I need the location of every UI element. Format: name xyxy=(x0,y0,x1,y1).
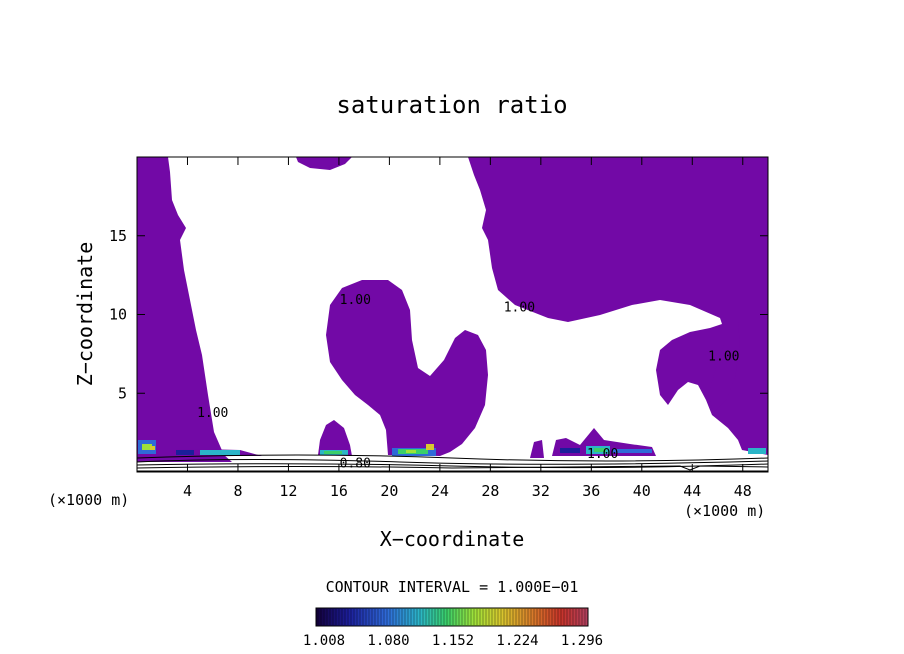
x-tick-label: 40 xyxy=(633,482,651,500)
x-tick-label: 12 xyxy=(279,482,297,500)
fill-region-bump-15km xyxy=(318,420,352,456)
colorbar-stripes xyxy=(317,609,586,625)
contour-label: 0.80 xyxy=(340,457,371,472)
speckle xyxy=(594,448,606,452)
contour-interval: CONTOUR INTERVAL = 1.000E−01 xyxy=(326,578,579,596)
y-tick-label: 15 xyxy=(109,227,127,245)
x-axis-label: X−coordinate xyxy=(380,527,525,551)
x-tick-label: 48 xyxy=(734,482,752,500)
contour-line xyxy=(137,463,768,469)
y-tick-label: 10 xyxy=(109,306,127,324)
contour-line xyxy=(137,465,768,471)
colorbar-tick-label: 1.224 xyxy=(496,633,538,649)
fill-region-surface-b xyxy=(530,440,544,458)
speckle xyxy=(200,450,240,455)
y-tick-label: 5 xyxy=(118,384,127,402)
speckle xyxy=(560,448,580,453)
colorbar-tick-labels: 1.008 1.080 1.152 1.224 1.296 xyxy=(303,633,603,649)
chart-title: saturation ratio xyxy=(336,91,567,119)
contour-label: 1.00 xyxy=(340,293,371,308)
x-tick-label: 44 xyxy=(683,482,701,500)
speckle xyxy=(426,444,434,450)
speckle xyxy=(176,450,194,455)
supersaturation-speckles xyxy=(138,440,766,456)
x-tick-label: 20 xyxy=(380,482,398,500)
speckle xyxy=(324,451,342,454)
contour-label: 1.00 xyxy=(587,447,618,462)
x-tick-label: 36 xyxy=(582,482,600,500)
x-tick-label: 24 xyxy=(431,482,449,500)
speckle xyxy=(748,448,766,454)
y-axis: 5 10 15 xyxy=(109,227,768,402)
x-unit-left: (×1000 m) xyxy=(48,491,129,509)
x-tick-label: 4 xyxy=(183,482,192,500)
surface-contour-lines xyxy=(137,454,768,472)
x-tick-label: 8 xyxy=(233,482,242,500)
contour-label: 1.00 xyxy=(197,406,228,421)
contour-label: 1.00 xyxy=(708,349,739,364)
fill-region-top-lens xyxy=(296,157,352,170)
contour-fill-regions xyxy=(137,157,768,462)
colorbar xyxy=(315,607,589,627)
contour-label: 1.00 xyxy=(504,301,535,316)
fill-region-left xyxy=(137,157,232,462)
speckle xyxy=(150,446,155,450)
speckle xyxy=(612,449,652,453)
fill-region-middle-plume xyxy=(326,280,488,456)
speckle xyxy=(142,444,152,450)
x-tick-label: 32 xyxy=(532,482,550,500)
colorbar-tick-label: 1.080 xyxy=(367,633,409,649)
contour-line xyxy=(137,454,768,462)
x-tick-label: 28 xyxy=(481,482,499,500)
x-unit-right: (×1000 m) xyxy=(684,502,765,520)
speckle xyxy=(406,450,416,453)
y-axis-label: Z−coordinate xyxy=(73,242,97,387)
colorbar-tick-label: 1.152 xyxy=(432,633,474,649)
fill-region-top-right xyxy=(468,157,768,455)
contour-line xyxy=(137,459,768,465)
colorbar-tick-label: 1.296 xyxy=(561,633,603,649)
colorbar-tick-label: 1.008 xyxy=(303,633,345,649)
fill-region-right-tongue xyxy=(708,322,740,412)
contour-labels: 1.00 1.00 1.00 1.00 1.00 0.80 xyxy=(197,293,739,472)
x-tick-label: 16 xyxy=(330,482,348,500)
x-axis: 4 8 12 16 20 24 28 32 36 40 44 48 xyxy=(183,157,752,500)
